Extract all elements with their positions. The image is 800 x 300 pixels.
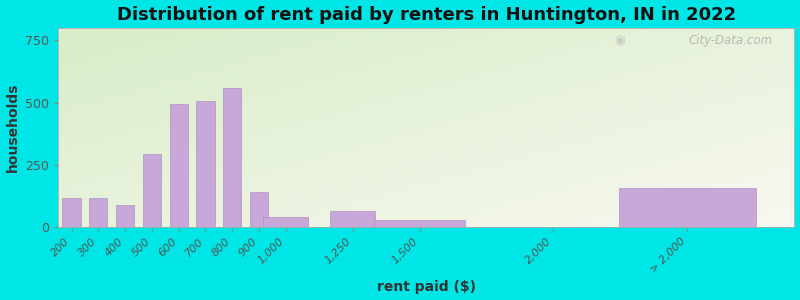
Bar bbox=[170, 104, 188, 227]
X-axis label: rent paid ($): rent paid ($) bbox=[377, 280, 476, 294]
Title: Distribution of rent paid by renters in Huntington, IN in 2022: Distribution of rent paid by renters in … bbox=[117, 6, 736, 24]
Text: City-Data.com: City-Data.com bbox=[688, 34, 772, 47]
Bar bbox=[89, 198, 107, 227]
Bar bbox=[116, 205, 134, 227]
Bar bbox=[250, 192, 268, 227]
Bar bbox=[330, 211, 375, 227]
Bar bbox=[62, 198, 81, 227]
Bar bbox=[263, 217, 309, 227]
Bar bbox=[223, 88, 242, 227]
Bar bbox=[374, 220, 465, 227]
Bar bbox=[619, 188, 756, 227]
Bar bbox=[142, 154, 161, 227]
Bar bbox=[196, 101, 214, 227]
Text: ◉: ◉ bbox=[614, 34, 625, 47]
Y-axis label: households: households bbox=[6, 83, 19, 172]
